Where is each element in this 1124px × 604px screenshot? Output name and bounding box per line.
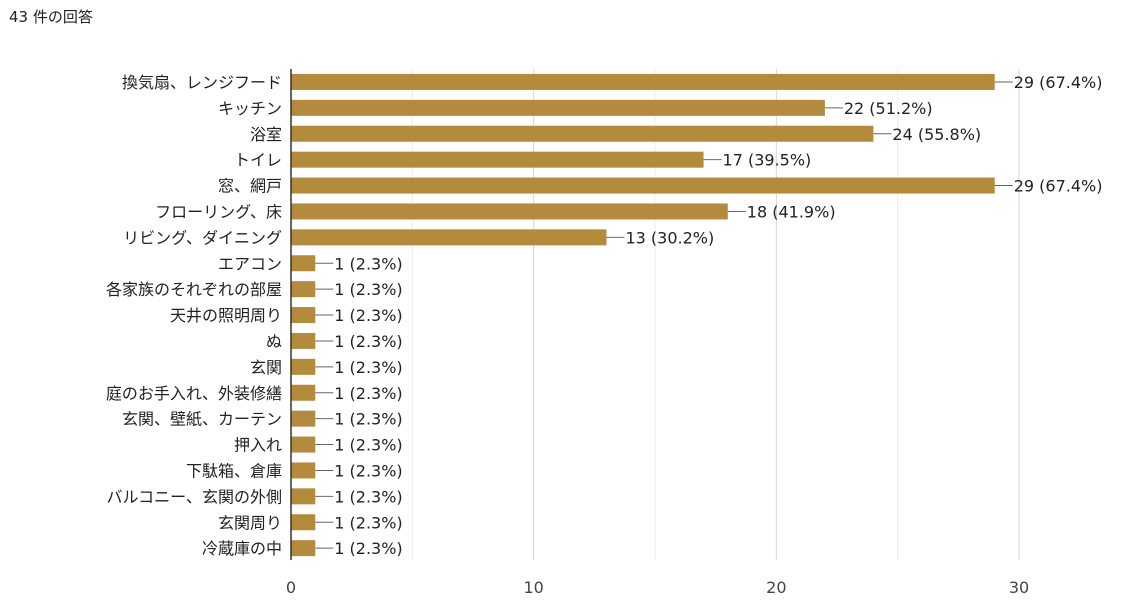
category-label-18: 冷蔵庫の中 (202, 539, 282, 558)
value-label-2: 24 (55.8%) (892, 125, 981, 144)
bar-16 (291, 488, 316, 505)
x-tick-label-10: 10 (523, 578, 543, 597)
value-label-3: 17 (39.5%) (723, 151, 812, 170)
bar-12 (291, 384, 316, 401)
response-count: 43 件の回答 (9, 8, 93, 26)
x-tick-label-0: 0 (286, 578, 296, 597)
category-label-0: 換気扇、レンジフード (122, 73, 282, 92)
category-label-14: 押入れ (234, 436, 282, 455)
bar-15 (291, 462, 316, 479)
value-label-16: 1 (2.3%) (334, 487, 402, 506)
value-label-1: 22 (51.2%) (844, 99, 933, 118)
bar-0 (291, 73, 995, 90)
bar-9 (291, 307, 316, 324)
x-tick-label-20: 20 (766, 578, 786, 597)
category-label-8: 各家族のそれぞれの部屋 (106, 280, 282, 299)
bar-13 (291, 410, 316, 427)
category-label-15: 下駄箱、倉庫 (186, 461, 282, 480)
category-label-9: 天井の照明周り (170, 306, 282, 325)
bar-3 (291, 151, 704, 168)
category-label-6: リビング、ダイニング (123, 228, 282, 247)
category-label-16: バルコニー、玄関の外側 (106, 487, 282, 506)
value-label-5: 18 (41.9%) (747, 202, 836, 221)
bar-1 (291, 99, 825, 116)
x-tick-label-30: 30 (1009, 578, 1029, 597)
value-label-9: 1 (2.3%) (334, 306, 402, 325)
value-label-4: 29 (67.4%) (1014, 177, 1103, 196)
value-label-15: 1 (2.3%) (334, 461, 402, 480)
bar-2 (291, 125, 874, 142)
value-label-11: 1 (2.3%) (334, 358, 402, 377)
category-label-13: 玄関、壁紙、カーテン (122, 410, 282, 429)
value-label-7: 1 (2.3%) (334, 254, 402, 273)
bar-10 (291, 332, 316, 349)
bar-8 (291, 281, 316, 298)
category-label-17: 玄関周り (218, 513, 282, 532)
category-label-5: フローリング、床 (155, 202, 282, 221)
category-label-2: 浴室 (250, 125, 282, 144)
bar-7 (291, 255, 316, 272)
bar-17 (291, 514, 316, 531)
value-label-8: 1 (2.3%) (334, 280, 402, 299)
bar-4 (291, 177, 995, 194)
value-label-6: 13 (30.2%) (625, 228, 714, 247)
category-label-3: トイレ (234, 151, 282, 170)
value-label-13: 1 (2.3%) (334, 410, 402, 429)
category-label-11: 玄関 (250, 358, 282, 377)
value-label-14: 1 (2.3%) (334, 436, 402, 455)
bar-14 (291, 436, 316, 453)
value-label-18: 1 (2.3%) (334, 539, 402, 558)
bar-5 (291, 203, 728, 220)
category-label-10: ぬ (266, 332, 282, 351)
category-label-7: エアコン (218, 254, 282, 273)
value-label-10: 1 (2.3%) (334, 332, 402, 351)
value-label-0: 29 (67.4%) (1014, 73, 1103, 92)
category-label-12: 庭のお手入れ、外装修繕 (106, 384, 282, 403)
bar-6 (291, 229, 607, 246)
category-label-1: キッチン (218, 99, 282, 118)
value-label-12: 1 (2.3%) (334, 384, 402, 403)
value-label-17: 1 (2.3%) (334, 513, 402, 532)
bar-18 (291, 540, 316, 557)
category-label-4: 窓、網戸 (218, 177, 282, 196)
bar-11 (291, 358, 316, 375)
